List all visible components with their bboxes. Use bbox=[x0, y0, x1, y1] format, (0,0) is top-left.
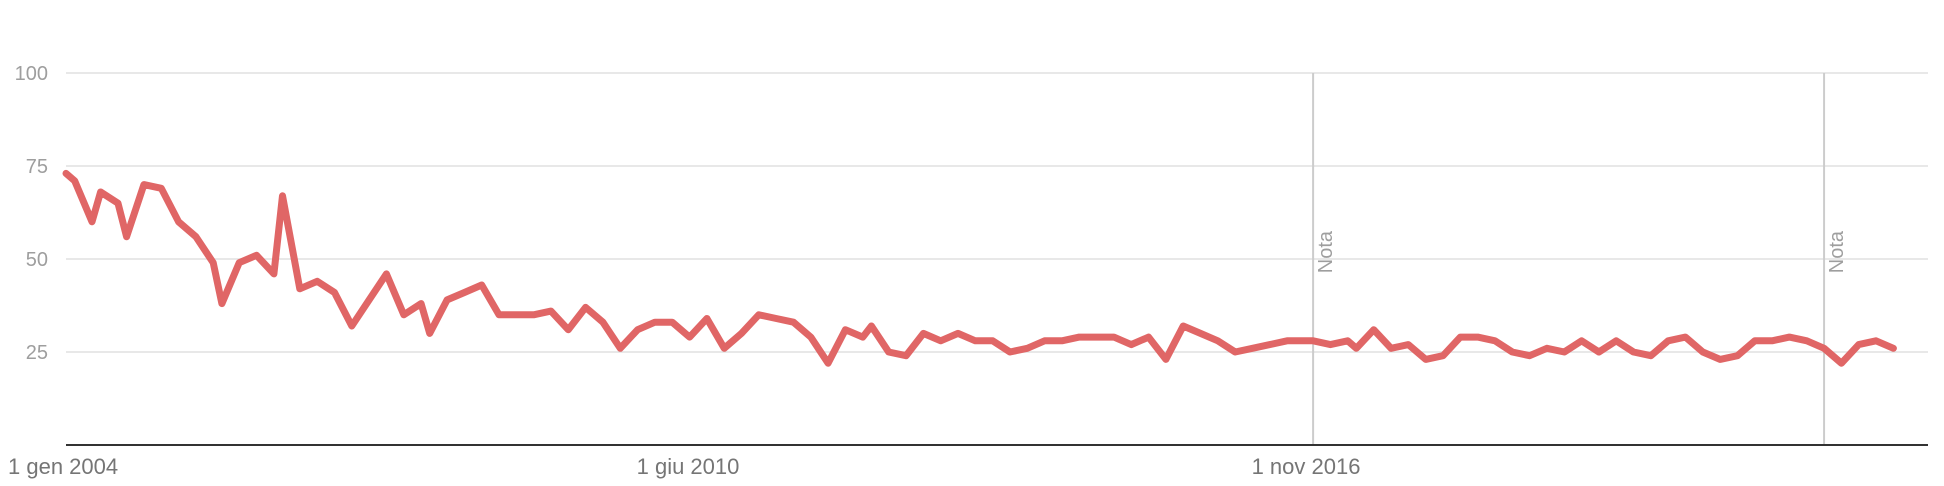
gridlines bbox=[66, 72, 1928, 353]
y-tick-label-100: 100 bbox=[15, 63, 48, 85]
x-tick-labels: 1 gen 2004 1 giu 2010 1 nov 2016 bbox=[8, 454, 1360, 479]
series-lines bbox=[62, 169, 1897, 367]
x-tick-label-2: 1 giu 2010 bbox=[637, 454, 740, 479]
y-tick-label-75: 75 bbox=[26, 156, 48, 178]
annotations: Nota Nota bbox=[1312, 73, 1848, 445]
note-label-2: Nota bbox=[1826, 230, 1848, 273]
y-tick-label-25: 25 bbox=[26, 342, 48, 364]
note-label-1: Nota bbox=[1315, 230, 1337, 273]
series-line-1 bbox=[62, 169, 1897, 367]
y-tick-label-50: 50 bbox=[26, 249, 48, 271]
x-tick-label-1: 1 gen 2004 bbox=[8, 454, 118, 479]
y-tick-labels: 25 50 75 100 bbox=[15, 63, 48, 364]
x-tick-label-3: 1 nov 2016 bbox=[1252, 454, 1361, 479]
